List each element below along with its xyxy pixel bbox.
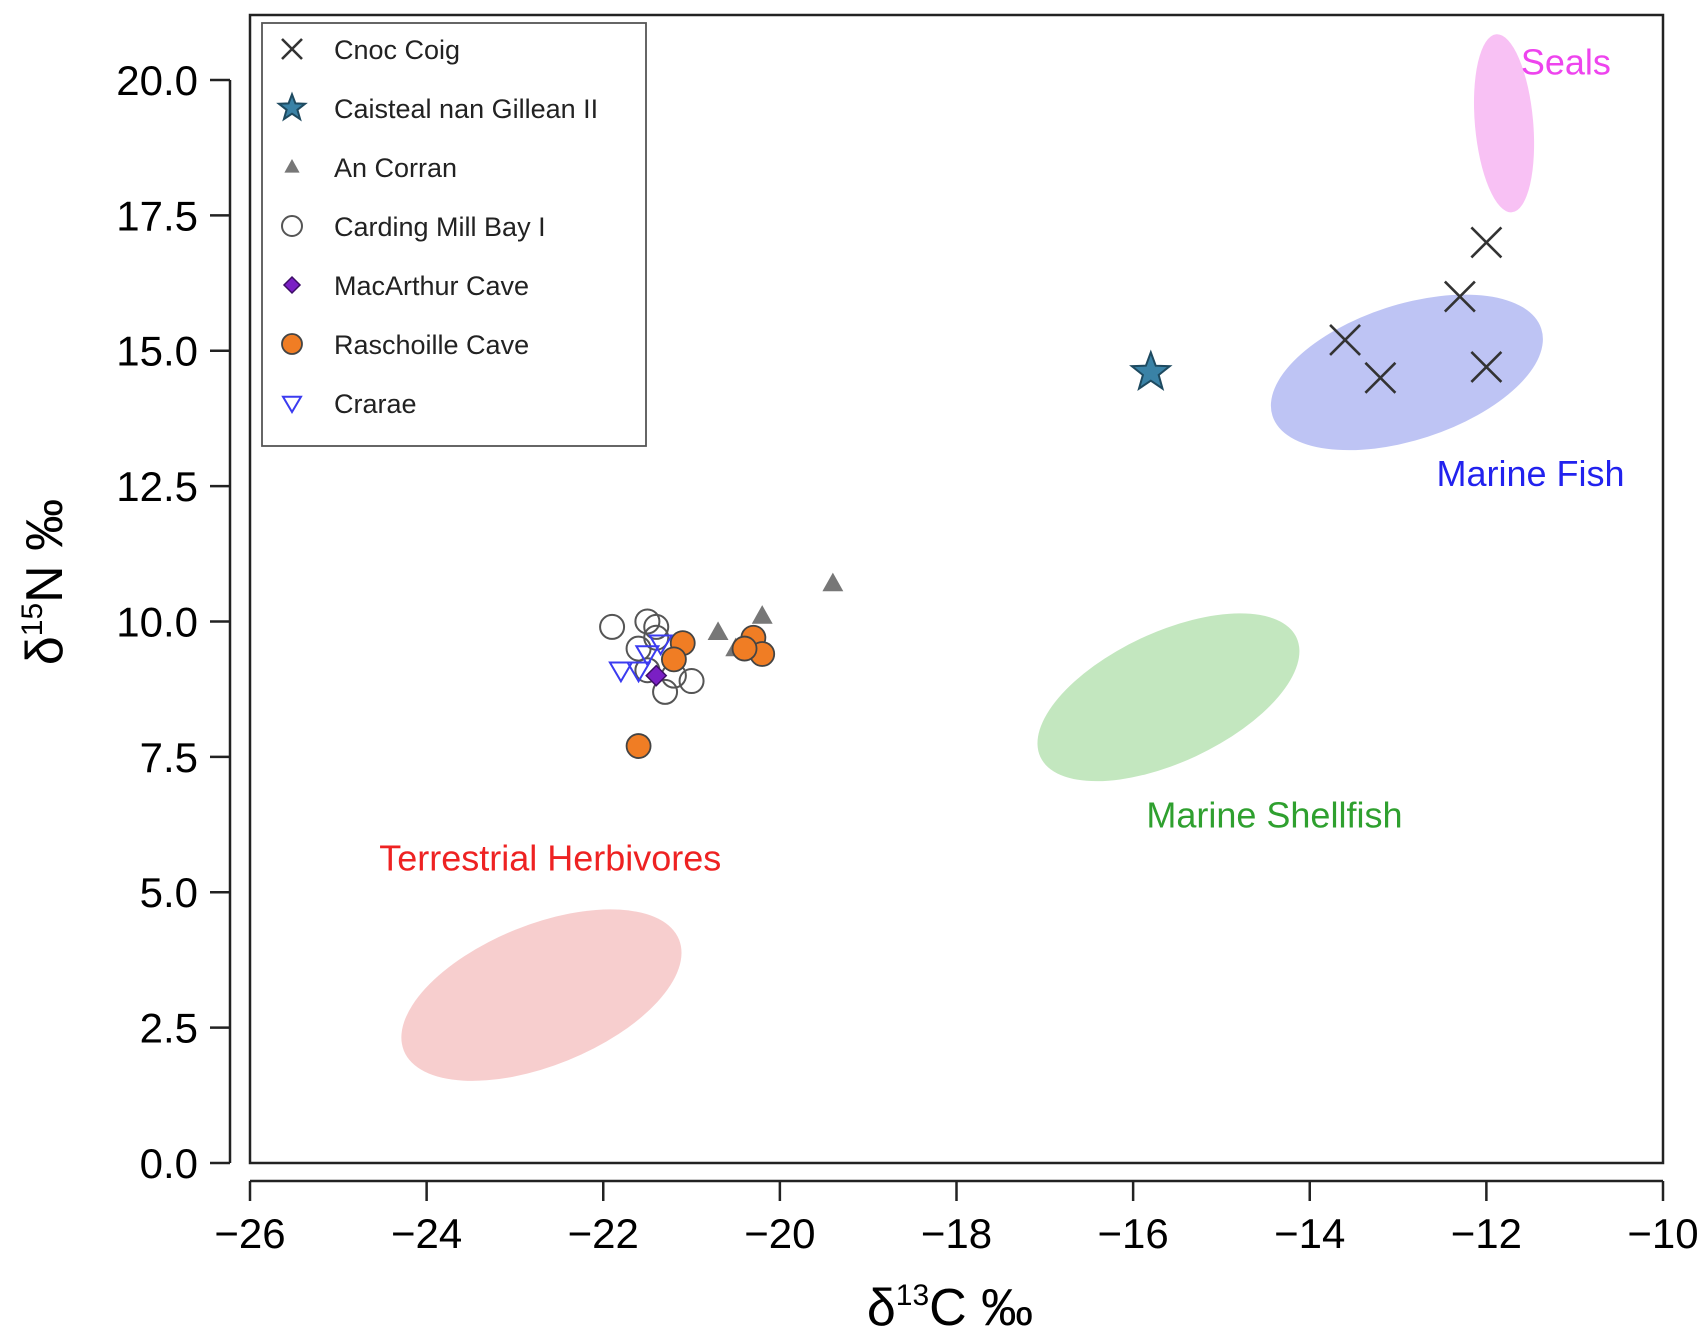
y-axis-title-iso: 15 <box>16 603 49 636</box>
point-cnoc-coig <box>1470 351 1503 383</box>
series-raschoille-cave <box>625 624 776 759</box>
x-tick-label: −18 <box>921 1210 992 1257</box>
legend-marker-crarae <box>281 395 303 414</box>
legend-marker-raschoille-cave <box>281 333 303 355</box>
legend-label-raschoille-cave: Raschoille Cave <box>334 330 529 360</box>
region-ellipse-marine-shellfish <box>1037 613 1300 782</box>
point-crarae <box>647 634 674 657</box>
y-axis-title-delta: δ <box>16 636 74 665</box>
point-carding-mill-bay-i <box>599 613 626 640</box>
x-tick-label: −20 <box>744 1210 815 1257</box>
y-tick-label: 0.0 <box>140 1140 198 1187</box>
point-an-corran <box>751 605 773 624</box>
series-cnoc-coig <box>1329 226 1503 394</box>
y-tick-label: 10.0 <box>116 598 198 645</box>
point-raschoille-cave <box>661 646 687 673</box>
y-tick-label: 5.0 <box>140 869 198 916</box>
region-ellipse-seals <box>1473 34 1535 213</box>
series-crarae <box>608 634 674 684</box>
point-carding-mill-bay-i <box>625 635 652 662</box>
x-axis-title-elem: C ‰ <box>929 1279 1033 1334</box>
x-axis-title-delta: δ <box>867 1279 896 1334</box>
point-cnoc-coig <box>1470 226 1503 259</box>
region-label-marine-fish: Marine Fish <box>1437 453 1625 494</box>
region-ellipse-terrestrial-herbivores <box>401 909 682 1081</box>
point-macarthur-cave <box>645 664 668 687</box>
y-tick-label: 12.5 <box>116 463 198 510</box>
x-axis-title-iso: 13 <box>896 1279 929 1312</box>
data-points-layer <box>599 226 1503 759</box>
legend-label-cnoc-coig: Cnoc Coig <box>334 35 460 65</box>
point-carding-mill-bay-i <box>643 613 670 640</box>
legend-label-crarae: Crarae <box>334 389 417 419</box>
legend-label-macarthur-cave: MacArthur Cave <box>334 271 529 301</box>
series-caisteal-nan-gillean-ii <box>1129 349 1173 391</box>
point-an-corran <box>822 572 844 592</box>
point-raschoille-cave <box>731 635 758 662</box>
point-carding-mill-bay-i <box>652 678 679 705</box>
point-crarae <box>625 661 652 684</box>
region-label-seals: Seals <box>1521 42 1611 83</box>
point-raschoille-cave <box>625 733 652 759</box>
x-tick-label: −26 <box>214 1210 285 1257</box>
legend-marker-caisteal-nan-gillean-ii <box>276 91 308 122</box>
plot-frame <box>248 13 1665 1165</box>
y-axis-title: δ15N ‰ <box>16 499 74 665</box>
point-crarae <box>608 661 634 684</box>
legend-marker-an-corran <box>284 159 300 173</box>
region-ellipse-marine-fish <box>1270 294 1543 451</box>
legend-box <box>261 22 647 447</box>
y-tick-label: 2.5 <box>140 1005 198 1052</box>
x-axis-title: δ13C ‰ <box>867 1279 1033 1334</box>
point-an-corran <box>707 621 729 641</box>
point-cnoc-coig <box>1329 323 1361 356</box>
series-macarthur-cave <box>645 664 668 687</box>
x-tick-label: −12 <box>1451 1210 1522 1257</box>
legend-label-caisteal-nan-gillean-ii: Caisteal nan Gillean II <box>334 94 598 124</box>
point-cnoc-coig <box>1364 361 1397 394</box>
y-tick-label: 20.0 <box>116 57 198 104</box>
y-tick-label: 17.5 <box>116 192 198 239</box>
x-axis: −26 −24 −22 −20 −18 −16 −14 −12 −10 <box>214 1179 1699 1257</box>
y-axis-title-elem: N ‰ <box>16 499 74 603</box>
x-tick-label: −10 <box>1627 1210 1698 1257</box>
legend-marker-carding-mill-bay-i <box>281 215 303 237</box>
point-carding-mill-bay-i <box>678 668 705 695</box>
legend-marker-macarthur-cave <box>282 275 302 295</box>
y-axis: 0.0 2.5 5.0 7.5 10.0 12.5 15.0 17.5 20.0 <box>116 57 232 1187</box>
region-label-marine-shellfish: Marine Shellfish <box>1146 794 1402 835</box>
region-label-terrestrial-herbivores: Terrestrial Herbivores <box>379 838 721 879</box>
legend: Cnoc Coig Caisteal nan Gillean II An Corra… <box>261 22 647 447</box>
y-tick-label: 15.0 <box>116 328 198 375</box>
legend-marker-cnoc-coig <box>281 38 303 60</box>
legend-label-carding-mill-bay-i: Carding Mill Bay I <box>334 212 546 242</box>
y-tick-label: 7.5 <box>140 734 198 781</box>
point-crarae <box>634 645 661 667</box>
x-tick-label: −14 <box>1274 1210 1345 1257</box>
point-cnoc-coig <box>1443 280 1476 313</box>
x-tick-label: −24 <box>391 1210 462 1257</box>
x-tick-label: −16 <box>1098 1210 1169 1257</box>
point-caisteal-nan-gillean-ii <box>1129 349 1173 391</box>
x-tick-label: −22 <box>568 1210 639 1257</box>
series-an-corran <box>707 572 844 657</box>
legend-label-an-corran: An Corran <box>334 153 457 183</box>
